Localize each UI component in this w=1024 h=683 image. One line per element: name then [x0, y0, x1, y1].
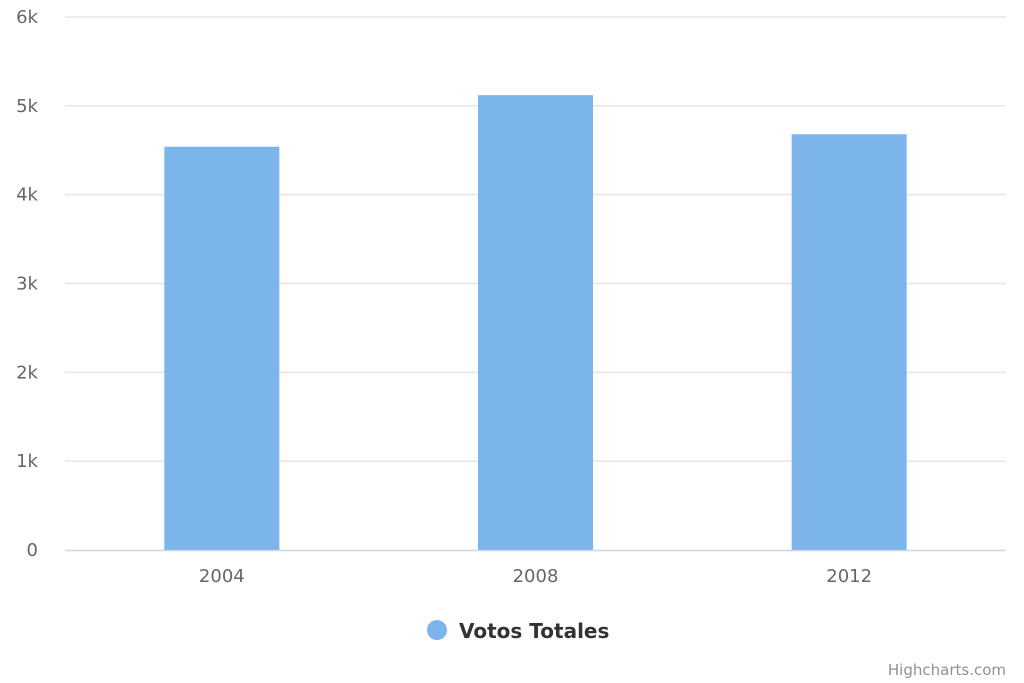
x-tick-label: 2012: [826, 566, 872, 587]
legend-marker-icon[interactable]: [427, 620, 447, 640]
legend-item-label[interactable]: Votos Totales: [459, 619, 609, 643]
credits-link[interactable]: Highcharts.com: [888, 661, 1006, 679]
y-tick-label: 2k: [16, 362, 38, 383]
y-axis: 0 1k 2k 3k 4k 5k 6k: [16, 7, 38, 561]
legend[interactable]: Votos Totales: [427, 619, 609, 643]
y-tick-label: 3k: [16, 274, 38, 295]
bar-2008[interactable]: [478, 95, 593, 550]
y-tick-label: 0: [27, 540, 38, 561]
y-tick-label: 5k: [16, 96, 38, 117]
x-tick-label: 2008: [513, 566, 559, 587]
x-axis-labels: 2004 2008 2012: [199, 566, 872, 587]
bar-2012[interactable]: [791, 134, 907, 550]
y-tick-label: 6k: [16, 7, 38, 28]
bar-series: [164, 95, 907, 551]
x-tick-label: 2004: [199, 566, 245, 587]
y-tick-label: 1k: [16, 451, 38, 472]
y-tick-label: 4k: [16, 185, 38, 206]
bar-2004[interactable]: [164, 146, 280, 551]
